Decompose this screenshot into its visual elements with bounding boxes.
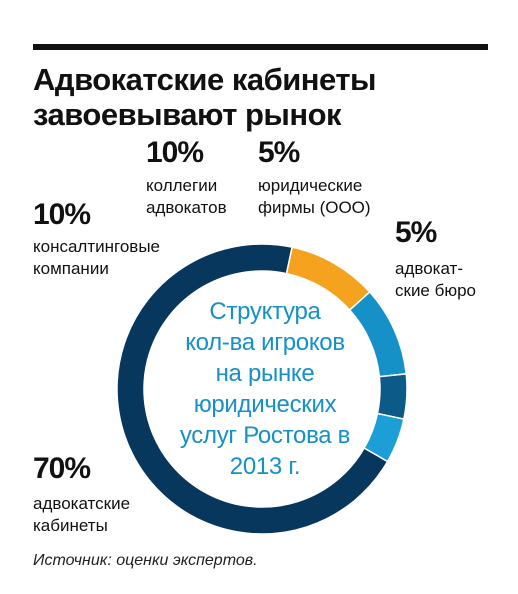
- slice-label-collegia-line-2: адвокатов: [146, 198, 227, 217]
- slice-label-consulting: консалтинговые компании: [33, 236, 160, 280]
- slice-label-cabinets: адвокатские кабинеты: [33, 493, 130, 537]
- center-text-line-6: 2013 г.: [229, 453, 301, 480]
- pct-label-bureaus: 5%: [395, 216, 437, 249]
- slice-bureaus: [363, 412, 405, 463]
- slice-label-law-firms-line-1: юридические: [258, 176, 363, 195]
- donut-center-text: Структура кол-ва игроков на рынке юридич…: [150, 296, 380, 482]
- slice-label-consulting-line-1: консалтинговые: [33, 237, 161, 256]
- pct-label-collegia: 10%: [146, 136, 204, 169]
- slice-label-collegia: коллегии адвокатов: [146, 175, 227, 219]
- center-text-line-2: кол-ва игроков: [185, 329, 345, 356]
- slice-label-law-firms-line-2: фирмы (ООО): [258, 198, 371, 217]
- slice-label-cabinets-line-2: кабинеты: [33, 516, 108, 535]
- pct-label-law-firms: 5%: [258, 136, 300, 169]
- pct-label-consulting: 10%: [33, 198, 91, 231]
- slice-label-bureaus-line-2: ские бюро: [395, 281, 477, 300]
- slice-label-consulting-line-2: компании: [33, 259, 109, 278]
- slice-label-bureaus: адвокат- ские бюро: [395, 258, 476, 302]
- chart-title: Адвокатские кабинеты завоевывают рынок: [33, 62, 493, 132]
- pct-label-cabinets: 70%: [33, 452, 91, 485]
- slice-label-law-firms: юридические фирмы (ООО): [258, 175, 371, 219]
- source-note: Источник: оценки экспертов.: [33, 552, 258, 569]
- center-text-line-5: услуг Ростова в: [179, 422, 351, 449]
- center-text-line-3: на рынке: [215, 360, 315, 387]
- chart-title-line-2: завоевывают рынок: [33, 97, 342, 132]
- chart-title-line-1: Адвокатские кабинеты: [33, 62, 377, 97]
- top-rule: [33, 44, 488, 50]
- center-text-line-1: Структура: [209, 298, 321, 325]
- center-text-line-4: юридических: [193, 391, 337, 418]
- slice-label-bureaus-line-1: адвокат-: [395, 259, 464, 278]
- slice-label-collegia-line-1: коллегии: [146, 176, 218, 195]
- slice-law-firms: [376, 373, 408, 421]
- slice-label-cabinets-line-1: адвокатские: [33, 494, 131, 513]
- slice-cabinets: [116, 243, 389, 535]
